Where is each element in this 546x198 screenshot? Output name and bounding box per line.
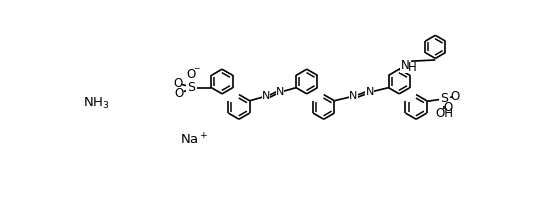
Text: Na$^+$: Na$^+$ (180, 132, 209, 148)
Text: O: O (174, 87, 183, 100)
Text: O: O (450, 90, 460, 103)
Text: O: O (444, 101, 453, 114)
Text: O: O (173, 77, 182, 90)
Text: N: N (365, 87, 374, 97)
Text: H: H (408, 61, 417, 74)
Text: S: S (441, 92, 448, 105)
Text: O: O (187, 68, 196, 81)
Text: N: N (276, 87, 284, 97)
Text: N: N (349, 91, 358, 101)
Text: N: N (262, 91, 270, 101)
Text: $^-$: $^-$ (192, 67, 201, 76)
Text: OH: OH (436, 107, 454, 120)
Text: N: N (401, 59, 410, 72)
Text: S: S (187, 81, 195, 94)
Text: NH$_3$: NH$_3$ (84, 95, 110, 111)
